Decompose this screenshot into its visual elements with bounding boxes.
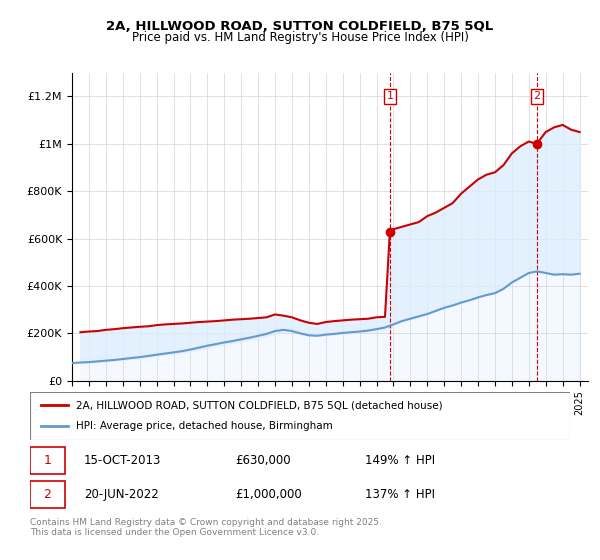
Text: 137% ↑ HPI: 137% ↑ HPI [365,488,435,501]
Text: Contains HM Land Registry data © Crown copyright and database right 2025.
This d: Contains HM Land Registry data © Crown c… [30,518,382,538]
Text: 1: 1 [386,91,394,101]
Text: £1,000,000: £1,000,000 [235,488,302,501]
Text: 2: 2 [43,488,51,501]
FancyBboxPatch shape [30,447,65,474]
Text: 1: 1 [43,454,51,467]
Text: 2A, HILLWOOD ROAD, SUTTON COLDFIELD, B75 5QL (detached house): 2A, HILLWOOD ROAD, SUTTON COLDFIELD, B75… [76,400,443,410]
Text: HPI: Average price, detached house, Birmingham: HPI: Average price, detached house, Birm… [76,421,332,431]
Text: 2: 2 [533,91,541,101]
Text: 149% ↑ HPI: 149% ↑ HPI [365,454,435,467]
Text: 2A, HILLWOOD ROAD, SUTTON COLDFIELD, B75 5QL: 2A, HILLWOOD ROAD, SUTTON COLDFIELD, B75… [106,20,494,32]
FancyBboxPatch shape [30,392,570,440]
Text: 15-OCT-2013: 15-OCT-2013 [84,454,161,467]
Text: 20-JUN-2022: 20-JUN-2022 [84,488,159,501]
Text: £630,000: £630,000 [235,454,291,467]
Text: Price paid vs. HM Land Registry's House Price Index (HPI): Price paid vs. HM Land Registry's House … [131,31,469,44]
FancyBboxPatch shape [30,481,65,507]
